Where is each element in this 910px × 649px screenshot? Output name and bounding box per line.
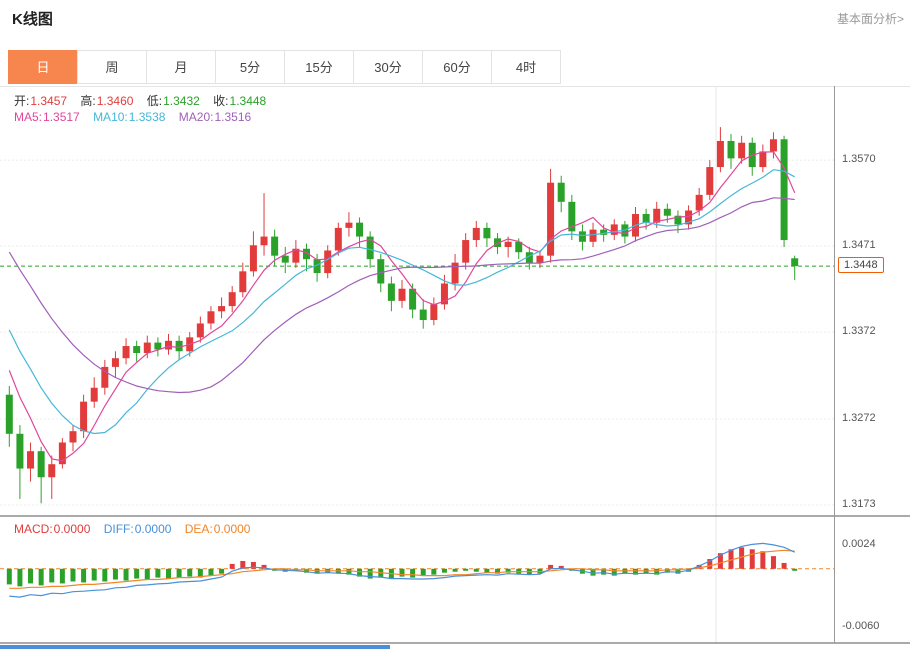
price-tick: 1.3372	[842, 325, 876, 338]
period-tabs: 日周月 5分 15分 30分 60分 4时	[8, 50, 561, 84]
ma5-label: MA5:	[14, 110, 43, 124]
open-label: 开:	[14, 94, 30, 108]
tab-day[interactable]: 日	[8, 50, 78, 84]
page-title: K线图	[12, 11, 53, 28]
diff-label: DIFF:	[103, 522, 134, 536]
low-label: 低:	[146, 94, 163, 108]
low-value: 1.3432	[163, 94, 200, 108]
price-tick: 1.3570	[842, 153, 876, 166]
price-tick: 1.3272	[842, 412, 876, 425]
macd-legend: MACD:0.0000 DIFF:0.0000 DEA:0.0000	[14, 522, 260, 536]
price-tick: 1.3173	[842, 498, 876, 511]
macd-tick: -0.0060	[842, 620, 880, 633]
macd-label: MACD:	[14, 522, 53, 536]
tab-4hour[interactable]: 4时	[491, 50, 561, 84]
bottom-scrollbar[interactable]	[0, 645, 390, 649]
dea-label: DEA:	[184, 522, 213, 536]
dea-value: 0.0000	[213, 522, 251, 536]
tab-5min[interactable]: 5分	[215, 50, 285, 84]
tab-60min[interactable]: 60分	[422, 50, 492, 84]
macd-tick: 0.0024	[842, 538, 876, 551]
current-price-label: 1.3448	[838, 257, 884, 274]
tab-30min[interactable]: 30分	[353, 50, 423, 84]
ma20-value: 1.3516	[214, 110, 252, 124]
close-value: 1.3448	[229, 94, 267, 108]
macd-value: 0.0000	[53, 522, 91, 536]
chart-area: 开:1.3457 高:1.3460 低:1.3432 收:1.3448 MA5:…	[0, 86, 910, 649]
tab-month[interactable]: 月	[146, 50, 216, 84]
ma10-value: 1.3538	[128, 110, 166, 124]
tab-week[interactable]: 周	[77, 50, 147, 84]
high-value: 1.3460	[96, 94, 134, 108]
tab-15min[interactable]: 15分	[284, 50, 354, 84]
ohlc-legend: 开:1.3457 高:1.3460 低:1.3432 收:1.3448	[14, 92, 276, 109]
price-tick: 1.3471	[842, 239, 876, 252]
fundamental-analysis-link[interactable]: 基本面分析>	[836, 12, 904, 26]
ma5-value: 1.3517	[43, 110, 80, 124]
candlestick-chart[interactable]	[0, 86, 910, 649]
diff-value: 0.0000	[134, 522, 172, 536]
ma20-label: MA20:	[178, 110, 214, 124]
close-label: 收:	[213, 94, 229, 108]
open-value: 1.3457	[30, 94, 68, 108]
ma10-label: MA10:	[93, 110, 128, 124]
ma-legend: MA5:1.3517 MA10:1.3538 MA20:1.3516	[14, 110, 261, 124]
high-label: 高:	[80, 94, 96, 108]
